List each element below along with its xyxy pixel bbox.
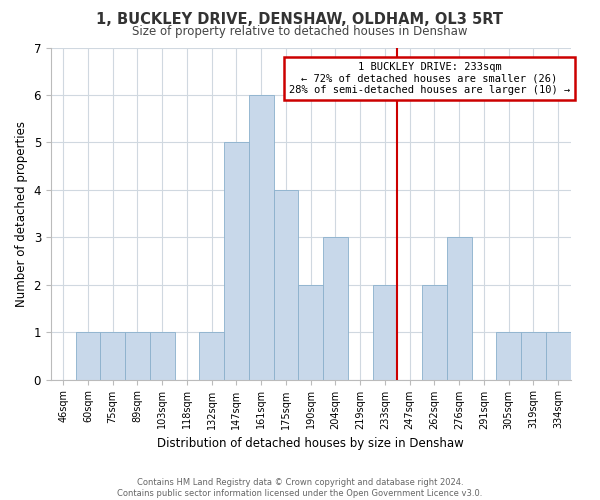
Bar (274, 190, 298, 380)
Bar (496, 332, 521, 380)
Bar (249, 95, 274, 380)
Text: Contains HM Land Registry data © Crown copyright and database right 2024.
Contai: Contains HM Land Registry data © Crown c… (118, 478, 482, 498)
X-axis label: Distribution of detached houses by size in Denshaw: Distribution of detached houses by size … (157, 437, 464, 450)
Bar (100, 332, 125, 380)
Y-axis label: Number of detached properties: Number of detached properties (15, 120, 28, 306)
Bar (150, 332, 175, 380)
Bar (422, 284, 447, 380)
Bar (373, 284, 397, 380)
Bar (125, 332, 150, 380)
Bar (546, 332, 571, 380)
Text: 1, BUCKLEY DRIVE, DENSHAW, OLDHAM, OL3 5RT: 1, BUCKLEY DRIVE, DENSHAW, OLDHAM, OL3 5… (97, 12, 503, 28)
Bar (521, 332, 546, 380)
Text: Size of property relative to detached houses in Denshaw: Size of property relative to detached ho… (132, 25, 468, 38)
Bar (199, 332, 224, 380)
Text: 1 BUCKLEY DRIVE: 233sqm
← 72% of detached houses are smaller (26)
28% of semi-de: 1 BUCKLEY DRIVE: 233sqm ← 72% of detache… (289, 62, 570, 95)
Bar (447, 238, 472, 380)
Bar (224, 142, 249, 380)
Bar (298, 284, 323, 380)
Bar (76, 332, 100, 380)
Bar (323, 238, 348, 380)
